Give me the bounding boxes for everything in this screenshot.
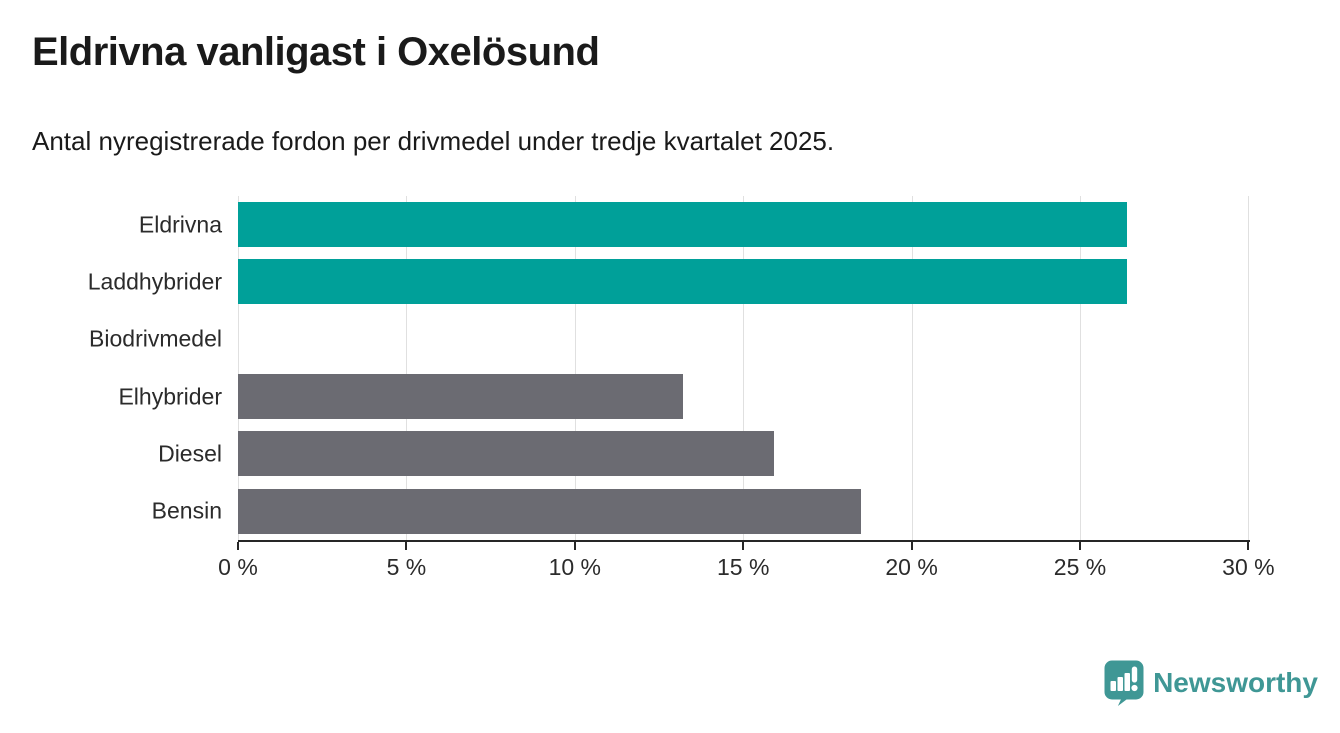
category-label: Elhybrider [118,383,222,410]
chart-title: Eldrivna vanligast i Oxelösund [32,30,600,74]
axis-tick [742,542,745,550]
category-label: Diesel [158,440,222,467]
category-label: Bensin [151,497,222,524]
brand-footer: Newsworthy [1104,660,1318,706]
logo-bar-small [1110,681,1117,691]
logo-exclamation-dot [1131,684,1138,692]
logo-bar-medium [1117,677,1124,691]
bar-eldrivna [238,202,1128,248]
gridline [406,196,408,540]
bar-diesel [238,431,774,477]
bar-elhybrider [238,374,683,420]
gridline [238,196,239,540]
axis-tick [405,542,408,550]
axis-tick [1247,542,1250,550]
x-tick-label: 20 % [885,554,938,580]
brand-name: Newsworthy [1153,667,1318,698]
category-label: Laddhybrider [87,268,222,295]
axis-tick [573,542,576,550]
logo-exclamation-bar [1131,666,1138,683]
gridline [1080,196,1081,540]
gridline [911,196,913,540]
category-label: Biodrivmedel [89,325,222,352]
bar-bensin [238,488,862,534]
x-tick-label: 15 % [716,554,770,580]
x-tick-label: 10 % [548,554,602,580]
category-label: Eldrivna [138,211,222,238]
logo-bar-large [1124,673,1131,691]
x-tick-label: 0 % [218,554,258,580]
axis-tick [910,542,913,550]
bar-chart: Eldrivna Laddhybrider Biodrivmedel Elhybrid… [0,196,1340,636]
x-tick-label: 25 % [1053,554,1107,580]
chart-subtitle: Antal nyregistrerade fordon per drivmede… [32,126,835,156]
gridline [1248,196,1250,540]
axis-tick [237,542,239,550]
gridline [743,196,745,540]
x-axis-line [238,540,1251,542]
plot-area: 0 % 5 % 10 % 15 % 20 % 25 % 30 % [218,196,1275,580]
bar-laddhybrider [238,259,1128,305]
newsworthy-logo-icon [1104,660,1144,706]
axis-tick [1079,542,1081,550]
x-tick-label: 30 % [1222,554,1275,580]
x-tick-label: 5 % [386,554,427,580]
gridline [574,196,576,540]
category-axis: Eldrivna Laddhybrider Biodrivmedel Elhybrid… [0,196,222,540]
